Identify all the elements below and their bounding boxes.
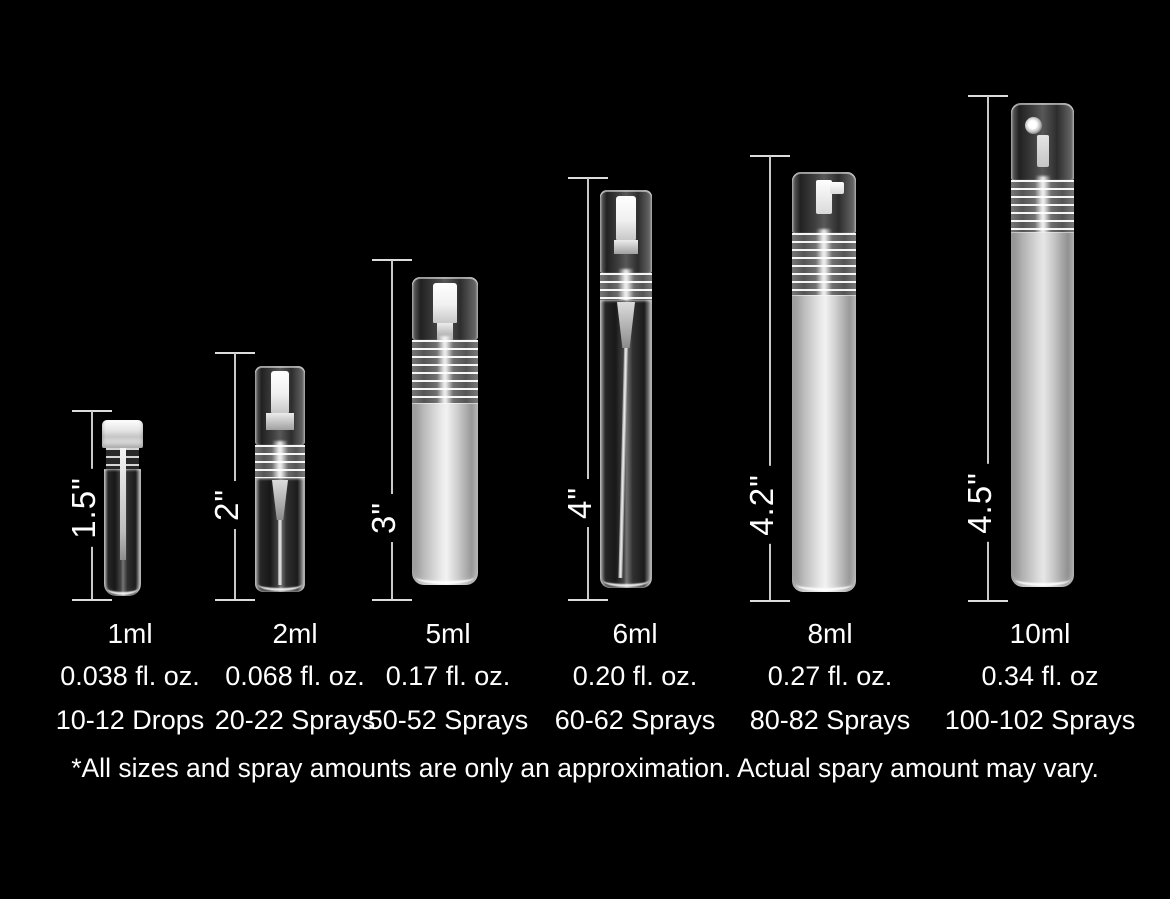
- floz-label: 0.038 fl. oz.: [60, 661, 200, 691]
- sprayer-head: [816, 180, 832, 214]
- base-highlight: [416, 571, 474, 584]
- pump-base: [614, 240, 638, 254]
- bottle-1ml-image: [102, 420, 143, 596]
- height-label: 1.5": [65, 469, 103, 547]
- highlight-streak: [272, 441, 288, 482]
- base-highlight: [258, 578, 302, 591]
- measure-line: [987, 96, 989, 601]
- volume-label: 1ml: [107, 618, 153, 649]
- pump-base: [266, 413, 294, 430]
- vial-base-highlight: [107, 582, 138, 595]
- sprayer-nozzle: [830, 182, 844, 194]
- bottle-5ml-image: [412, 277, 478, 585]
- column-6ml: 4" 6ml 0.20 fl. oz. 60-62 Sprays: [535, 0, 735, 899]
- measure-line: [587, 178, 589, 599]
- column-10ml: 4.5" 10ml 0.34 fl. oz 100-102 Sprays: [940, 0, 1140, 899]
- pump-base: [437, 323, 453, 340]
- highlight-streak: [1034, 176, 1051, 236]
- dip-tube: [278, 520, 282, 585]
- pump-stem: [617, 302, 635, 348]
- vial-applicator-rod: [119, 448, 126, 560]
- vial-cap: [102, 420, 143, 448]
- height-label: 3": [365, 493, 403, 543]
- sprays-label: 60-62 Sprays: [554, 705, 716, 735]
- sprays-label: 20-22 Sprays: [214, 705, 376, 735]
- drops-label: 10-12 Drops: [55, 705, 205, 735]
- ribbed-collar: [412, 336, 478, 407]
- sprayer-stem: [1036, 135, 1049, 167]
- column-5ml: 3" 5ml 0.17 fl. oz. 50-52 Sprays: [348, 0, 548, 899]
- pump-actuator: [271, 371, 289, 413]
- height-label: 4.2": [743, 466, 781, 544]
- bottle-6ml-image: [600, 190, 652, 588]
- ribbed-collar: [792, 229, 856, 299]
- measure-tick-bottom: [72, 599, 112, 601]
- measure-line: [234, 353, 236, 599]
- floz-label: 0.34 fl. oz: [981, 661, 1099, 691]
- bottle-2ml-image: [255, 366, 305, 592]
- height-label: 4": [561, 478, 599, 528]
- height-label: 4.5": [961, 464, 999, 542]
- ribbed-collar: [600, 269, 652, 304]
- base-highlight: [1015, 573, 1070, 586]
- highlight-streak: [816, 229, 832, 299]
- measure-line: [391, 260, 393, 599]
- column-8ml: 4.2" 8ml 0.27 fl. oz. 80-82 Sprays: [730, 0, 930, 899]
- frosted-body: [1011, 232, 1074, 587]
- highlight-streak: [618, 269, 634, 304]
- volume-label: 10ml: [1009, 618, 1071, 649]
- measure-tick-bottom: [750, 600, 790, 602]
- floz-label: 0.17 fl. oz.: [385, 661, 511, 691]
- volume-label: 2ml: [272, 618, 318, 649]
- volume-label: 5ml: [425, 618, 471, 649]
- ribbed-collar: [1011, 176, 1074, 236]
- height-label: 2": [208, 480, 246, 530]
- floz-label: 0.068 fl. oz.: [225, 661, 365, 691]
- measure-tick-bottom: [968, 600, 1008, 602]
- frosted-body: [792, 295, 856, 592]
- pump-actuator: [616, 196, 636, 240]
- pump-actuator: [433, 283, 457, 323]
- measure-tick-bottom: [215, 599, 255, 601]
- measure-tick-bottom: [372, 599, 412, 601]
- sprays-label: 100-102 Sprays: [944, 705, 1136, 735]
- disclaimer-text: *All sizes and spray amounts are only an…: [71, 753, 1099, 783]
- nozzle-orifice: [1025, 117, 1042, 134]
- sprays-label: 50-52 Sprays: [367, 705, 529, 735]
- column-1ml: 1.5" 1ml 0.038 fl. oz. 10-12 Drops: [30, 0, 230, 899]
- bottle-8ml-image: [792, 172, 856, 592]
- base-highlight: [796, 578, 852, 591]
- volume-label: 6ml: [612, 618, 658, 649]
- base-highlight: [603, 574, 649, 587]
- bottle-10ml-image: [1011, 103, 1074, 587]
- frosted-body: [412, 403, 478, 585]
- floz-label: 0.20 fl. oz.: [572, 661, 698, 691]
- floz-label: 0.27 fl. oz.: [767, 661, 893, 691]
- ribbed-collar: [255, 441, 305, 482]
- column-2ml: 2" 2ml 0.068 fl. oz. 20-22 Sprays: [195, 0, 395, 899]
- highlight-streak: [437, 336, 453, 407]
- sprays-label: 80-82 Sprays: [749, 705, 911, 735]
- measure-tick-bottom: [568, 599, 608, 601]
- pump-stem: [272, 480, 288, 520]
- measure-line: [769, 156, 771, 600]
- volume-label: 8ml: [807, 618, 853, 649]
